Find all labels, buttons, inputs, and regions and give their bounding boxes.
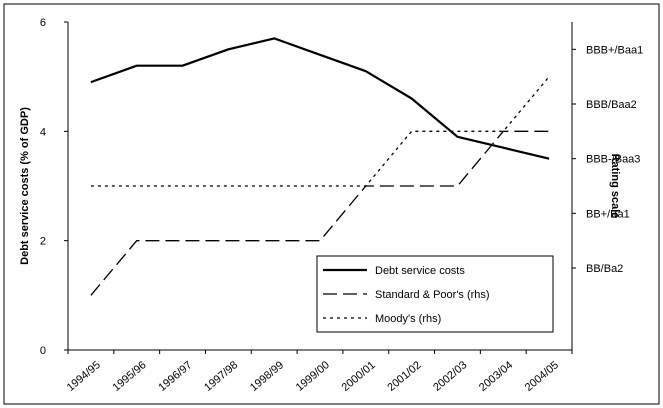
series-line-3 xyxy=(90,76,550,187)
y-tick-label: 6 xyxy=(40,17,46,29)
y-axis-title: Debt service costs (% of GDP) xyxy=(19,107,31,265)
legend-label-2: Standard & Poor's (rhs) xyxy=(375,289,490,301)
y2-tick-label: BB/Ba2 xyxy=(586,263,623,275)
series-line-1 xyxy=(90,37,550,160)
series-line-2 xyxy=(90,130,550,296)
chart-border xyxy=(3,3,660,405)
y2-axis-title: Rating scale xyxy=(609,154,621,219)
y-tick-label: 0 xyxy=(40,345,46,357)
y-tick-label: 4 xyxy=(40,126,46,138)
y2-tick-label: BBB-/Baa3 xyxy=(586,154,640,166)
y2-tick-label: A-/A3 xyxy=(586,0,614,2)
y-tick-label: 2 xyxy=(40,236,46,248)
y2-tick-label: BBB/Baa2 xyxy=(586,99,637,111)
y2-tick-label: BB+/Ba1 xyxy=(586,208,630,220)
legend-label-1: Debt service costs xyxy=(375,265,465,277)
y2-tick-label: BBB+/Baa1 xyxy=(586,44,643,56)
legend-label-3: Moody's (rhs) xyxy=(375,313,441,325)
